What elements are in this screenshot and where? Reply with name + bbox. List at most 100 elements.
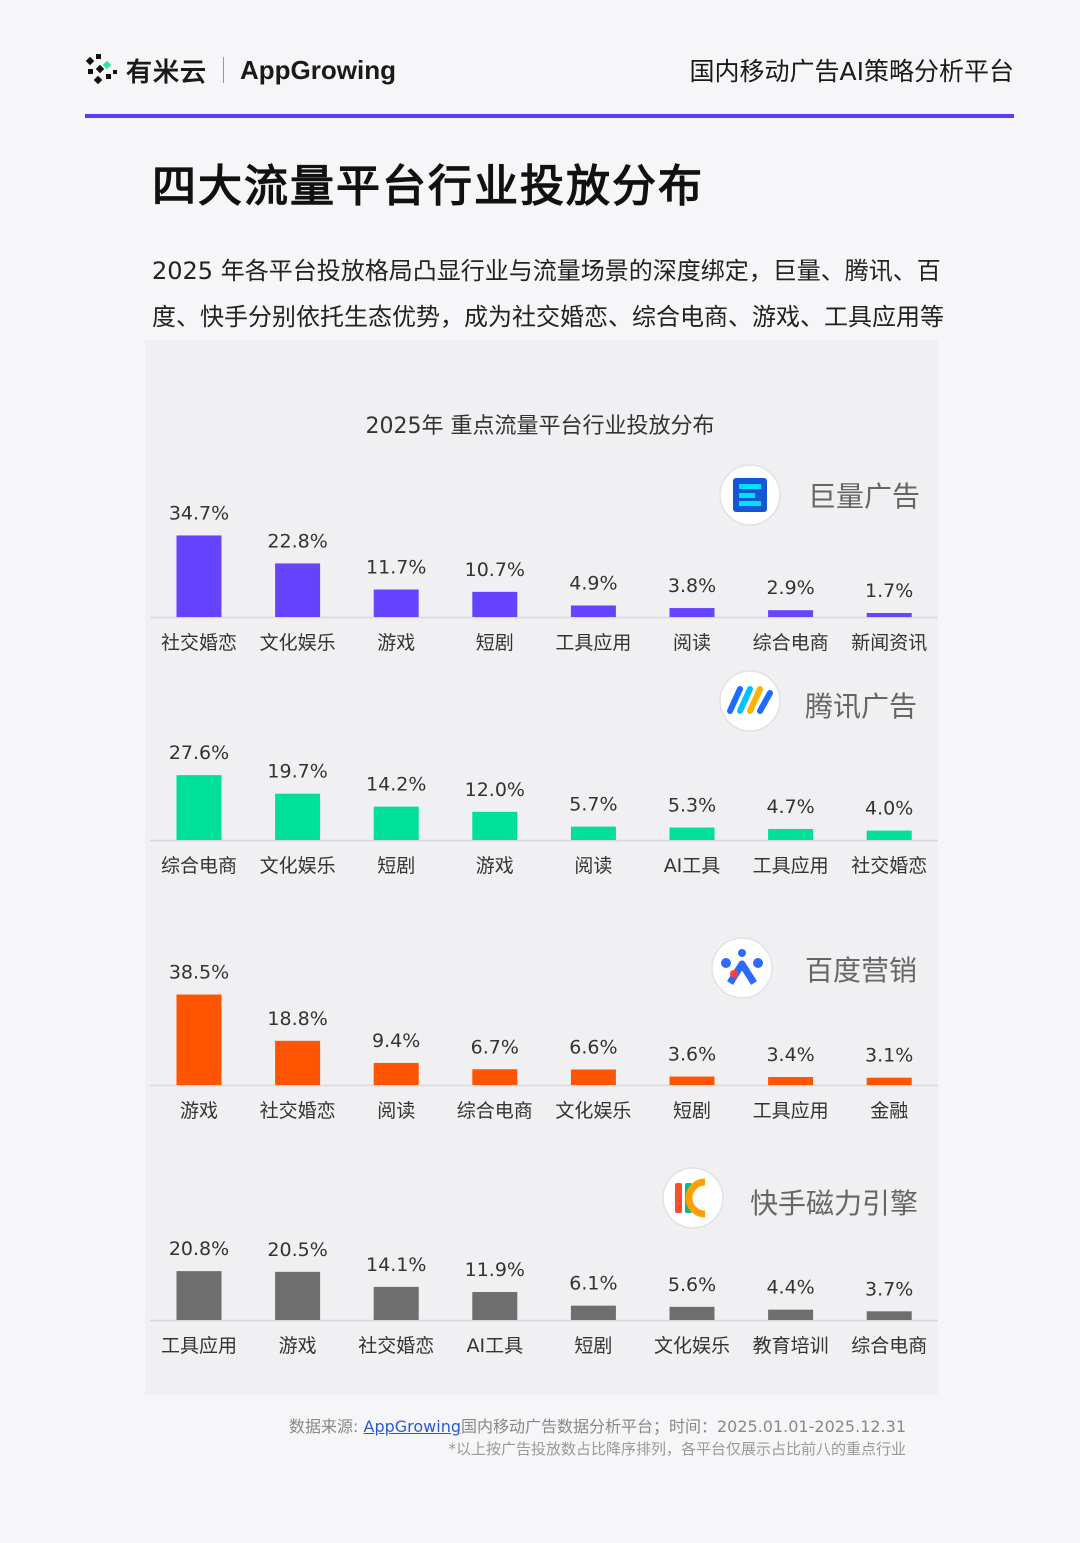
bar-2-5 xyxy=(669,1076,715,1085)
value-label-1-6: 4.7% xyxy=(766,796,814,818)
platform-name-3: 快手磁力引擎 xyxy=(750,1187,918,1220)
value-label-3-5: 5.6% xyxy=(668,1274,716,1296)
kuaishou-magnetic-logo-icon xyxy=(662,1167,724,1229)
bar-1-7 xyxy=(866,830,912,840)
page-title: 四大流量平台行业投放分布 xyxy=(152,161,704,212)
value-label-2-2: 9.4% xyxy=(372,1030,420,1052)
category-label-1-1: 文化娱乐 xyxy=(260,855,336,877)
category-label-3-6: 教育培训 xyxy=(753,1335,829,1357)
value-label-0-6: 2.9% xyxy=(766,577,814,599)
category-label-3-1: 游戏 xyxy=(279,1335,317,1357)
value-label-2-6: 3.4% xyxy=(766,1044,814,1066)
bar-2-1 xyxy=(275,1040,321,1085)
category-label-2-0: 游戏 xyxy=(180,1100,218,1122)
category-label-0-5: 阅读 xyxy=(673,632,711,654)
chart-title: 2025年 重点流量平台行业投放分布 xyxy=(365,414,715,439)
header: 有米云 AppGrowing 国内移动广告AI策略分析平台 xyxy=(0,0,1080,120)
footer-note: *以上按广告投放数占比降序排列，各平台仅展示占比前八的重点行业 xyxy=(448,1440,906,1458)
value-label-1-5: 5.3% xyxy=(668,795,716,817)
value-label-2-3: 6.7% xyxy=(471,1036,519,1058)
logo-en-text: AppGrowing xyxy=(240,54,396,85)
bar-3-3 xyxy=(472,1292,518,1320)
value-label-1-3: 12.0% xyxy=(465,779,525,801)
category-label-2-6: 工具应用 xyxy=(753,1100,829,1122)
bar-0-4 xyxy=(570,605,616,617)
value-label-3-4: 6.1% xyxy=(569,1273,617,1295)
bar-1-0 xyxy=(176,775,222,840)
category-label-1-0: 综合电商 xyxy=(161,855,237,877)
category-label-1-6: 工具应用 xyxy=(753,855,829,877)
bar-2-4 xyxy=(570,1069,616,1085)
bar-0-2 xyxy=(373,589,419,617)
bar-3-1 xyxy=(275,1271,321,1320)
value-label-0-2: 11.7% xyxy=(366,557,426,579)
bar-2-2 xyxy=(373,1062,419,1085)
category-label-2-7: 金融 xyxy=(870,1100,908,1122)
value-label-3-1: 20.5% xyxy=(267,1239,327,1261)
source-suffix: 国内移动广告数据分析平台；时间：2025.01.01-2025.12.31 xyxy=(461,1417,906,1436)
brand-logo[interactable]: 有米云 AppGrowing xyxy=(84,50,396,90)
category-label-1-7: 社交婚恋 xyxy=(851,855,927,877)
bar-0-3 xyxy=(472,591,518,617)
bar-3-7 xyxy=(866,1311,912,1320)
bar-0-5 xyxy=(669,608,715,617)
category-label-2-3: 综合电商 xyxy=(457,1100,533,1122)
bar-3-0 xyxy=(176,1271,222,1320)
value-label-1-4: 5.7% xyxy=(569,794,617,816)
category-label-2-2: 阅读 xyxy=(377,1100,415,1122)
category-label-0-1: 文化娱乐 xyxy=(260,632,336,654)
value-label-3-6: 4.4% xyxy=(766,1277,814,1299)
category-label-2-4: 文化娱乐 xyxy=(555,1100,631,1122)
category-label-0-3: 短剧 xyxy=(476,632,514,654)
category-label-0-2: 游戏 xyxy=(377,632,415,654)
category-label-3-4: 短剧 xyxy=(574,1335,612,1357)
value-label-1-7: 4.0% xyxy=(865,798,913,820)
value-label-3-2: 14.1% xyxy=(366,1254,426,1276)
value-label-0-1: 22.8% xyxy=(267,530,327,552)
category-label-3-2: 社交婚恋 xyxy=(358,1335,434,1357)
source-prefix: 数据来源: xyxy=(289,1417,364,1436)
bar-1-5 xyxy=(669,827,715,840)
header-divider xyxy=(85,114,1014,118)
category-label-3-5: 文化娱乐 xyxy=(654,1335,730,1357)
bar-1-1 xyxy=(275,793,321,840)
bar-1-2 xyxy=(373,806,419,840)
chart-panel xyxy=(145,340,938,1395)
category-label-3-7: 综合电商 xyxy=(851,1335,927,1357)
value-label-3-0: 20.8% xyxy=(169,1238,229,1260)
bar-0-1 xyxy=(275,563,321,617)
value-label-2-1: 18.8% xyxy=(267,1008,327,1030)
bar-2-0 xyxy=(176,994,222,1085)
value-label-2-7: 3.1% xyxy=(865,1045,913,1067)
source-link[interactable]: AppGrowing xyxy=(363,1417,462,1436)
value-label-2-5: 3.6% xyxy=(668,1044,716,1066)
bar-2-6 xyxy=(768,1077,814,1085)
juliang-logo-icon xyxy=(719,464,781,526)
category-label-0-6: 综合电商 xyxy=(753,632,829,654)
baidu-marketing-logo-icon xyxy=(711,937,773,999)
category-label-2-5: 短剧 xyxy=(673,1100,711,1122)
value-label-3-7: 3.7% xyxy=(865,1278,913,1300)
value-label-3-3: 11.9% xyxy=(465,1259,525,1281)
bar-1-6 xyxy=(768,828,814,840)
value-label-2-0: 38.5% xyxy=(169,962,229,984)
category-label-0-7: 新闻资讯 xyxy=(851,632,927,654)
logo-cn-text: 有米云 xyxy=(126,57,208,88)
value-label-0-3: 10.7% xyxy=(465,559,525,581)
bar-0-7 xyxy=(866,613,912,617)
value-label-1-0: 27.6% xyxy=(169,742,229,764)
bar-3-6 xyxy=(768,1309,814,1320)
category-label-3-0: 工具应用 xyxy=(161,1335,237,1357)
footer-source: 数据来源: AppGrowing国内移动广告数据分析平台；时间：2025.01.… xyxy=(289,1413,906,1437)
category-label-1-2: 短剧 xyxy=(377,855,415,877)
value-label-2-4: 6.6% xyxy=(569,1036,617,1058)
platform-name-1: 腾讯广告 xyxy=(805,690,917,723)
bar-0-0 xyxy=(176,535,222,617)
platform-name-0: 巨量广告 xyxy=(808,480,920,513)
header-tagline: 国内移动广告AI策略分析平台 xyxy=(689,57,1014,86)
logo-divider xyxy=(223,57,225,83)
category-label-1-5: AI工具 xyxy=(664,855,721,877)
tencent-ads-logo-icon xyxy=(719,670,781,732)
youmi-logo-icon xyxy=(85,54,117,85)
